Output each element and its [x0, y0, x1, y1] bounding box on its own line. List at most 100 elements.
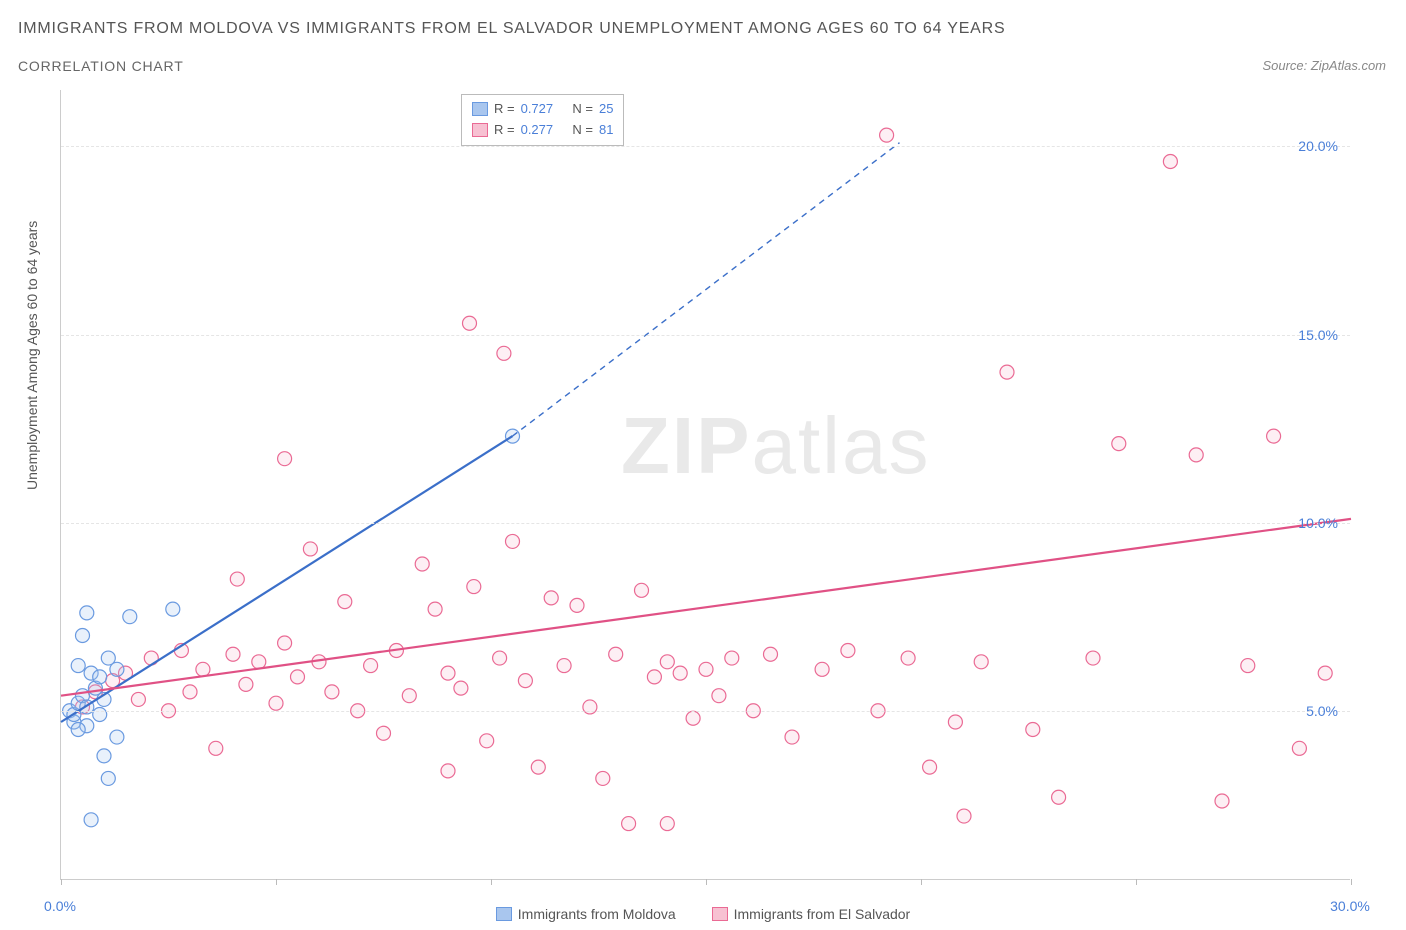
x-tick-mark: [921, 879, 922, 885]
r-label: R =: [494, 120, 515, 141]
swatch-moldova: [472, 102, 488, 116]
data-point: [660, 655, 674, 669]
data-point: [725, 651, 739, 665]
data-point: [1163, 154, 1177, 168]
data-point: [635, 583, 649, 597]
data-point: [647, 670, 661, 684]
data-point: [1241, 659, 1255, 673]
stats-legend: R = 0.727 N = 25 R = 0.277 N = 81: [461, 94, 624, 146]
data-point: [71, 723, 85, 737]
y-tick-label: 15.0%: [1298, 327, 1338, 343]
data-point: [1292, 741, 1306, 755]
data-point: [506, 534, 520, 548]
data-point: [230, 572, 244, 586]
data-point: [110, 730, 124, 744]
data-point: [622, 817, 636, 831]
data-point: [226, 647, 240, 661]
data-point: [544, 591, 558, 605]
data-point: [338, 595, 352, 609]
data-point: [110, 662, 124, 676]
data-point: [93, 707, 107, 721]
data-point: [557, 659, 571, 673]
chart-area: ZIPatlas R = 0.727 N = 25 R = 0.277 N = …: [60, 90, 1350, 880]
data-point: [402, 689, 416, 703]
data-point: [377, 726, 391, 740]
data-point: [480, 734, 494, 748]
n-label: N =: [572, 99, 593, 120]
scatter-plot: [61, 90, 1351, 880]
legend-label-elsalvador: Immigrants from El Salvador: [734, 906, 911, 922]
page-title: IMMIGRANTS FROM MOLDOVA VS IMMIGRANTS FR…: [18, 20, 1005, 38]
data-point: [269, 696, 283, 710]
data-point: [712, 689, 726, 703]
data-point: [1112, 437, 1126, 451]
stats-row-moldova: R = 0.727 N = 25: [472, 99, 613, 120]
r-label: R =: [494, 99, 515, 120]
data-point: [463, 316, 477, 330]
data-point: [441, 764, 455, 778]
data-point: [71, 659, 85, 673]
data-point: [764, 647, 778, 661]
data-point: [252, 655, 266, 669]
r-value-elsalvador: 0.277: [521, 120, 554, 141]
gridline: [61, 335, 1350, 336]
data-point: [493, 651, 507, 665]
x-tick-mark: [276, 879, 277, 885]
data-point: [196, 662, 210, 676]
source-credit: Source: ZipAtlas.com: [1262, 58, 1386, 73]
data-point: [364, 659, 378, 673]
data-point: [1318, 666, 1332, 680]
data-point: [278, 636, 292, 650]
swatch-elsalvador: [472, 123, 488, 137]
data-point: [1189, 448, 1203, 462]
data-point: [609, 647, 623, 661]
y-tick-label: 10.0%: [1298, 515, 1338, 531]
data-point: [841, 644, 855, 658]
x-tick-label: 30.0%: [1330, 898, 1370, 914]
data-point: [76, 628, 90, 642]
data-point: [1267, 429, 1281, 443]
data-point: [923, 760, 937, 774]
legend-item-moldova: Immigrants from Moldova: [496, 906, 676, 922]
x-tick-mark: [1351, 879, 1352, 885]
data-point: [97, 749, 111, 763]
data-point: [596, 771, 610, 785]
data-point: [123, 610, 137, 624]
data-point: [84, 813, 98, 827]
legend-item-elsalvador: Immigrants from El Salvador: [712, 906, 911, 922]
swatch-elsalvador: [712, 907, 728, 921]
data-point: [583, 700, 597, 714]
data-point: [699, 662, 713, 676]
data-point: [239, 677, 253, 691]
data-point: [1000, 365, 1014, 379]
x-tick-label: 0.0%: [44, 898, 76, 914]
data-point: [415, 557, 429, 571]
y-axis-label: Unemployment Among Ages 60 to 64 years: [24, 221, 40, 490]
data-point: [901, 651, 915, 665]
data-point: [291, 670, 305, 684]
x-tick-mark: [1136, 879, 1137, 885]
data-point: [660, 817, 674, 831]
n-value-elsalvador: 81: [599, 120, 613, 141]
data-point: [531, 760, 545, 774]
data-point: [303, 542, 317, 556]
data-point: [93, 670, 107, 684]
data-point: [1086, 651, 1100, 665]
data-point: [815, 662, 829, 676]
subtitle: CORRELATION CHART: [18, 58, 184, 74]
data-point: [441, 666, 455, 680]
data-point: [278, 452, 292, 466]
n-label: N =: [572, 120, 593, 141]
legend-label-moldova: Immigrants from Moldova: [518, 906, 676, 922]
x-tick-mark: [61, 879, 62, 885]
data-point: [166, 602, 180, 616]
x-tick-mark: [706, 879, 707, 885]
n-value-moldova: 25: [599, 99, 613, 120]
r-value-moldova: 0.727: [521, 99, 554, 120]
data-point: [570, 598, 584, 612]
gridline: [61, 523, 1350, 524]
data-point: [1026, 723, 1040, 737]
data-point: [1052, 790, 1066, 804]
data-point: [974, 655, 988, 669]
trend-line-extrapolated: [513, 143, 900, 436]
